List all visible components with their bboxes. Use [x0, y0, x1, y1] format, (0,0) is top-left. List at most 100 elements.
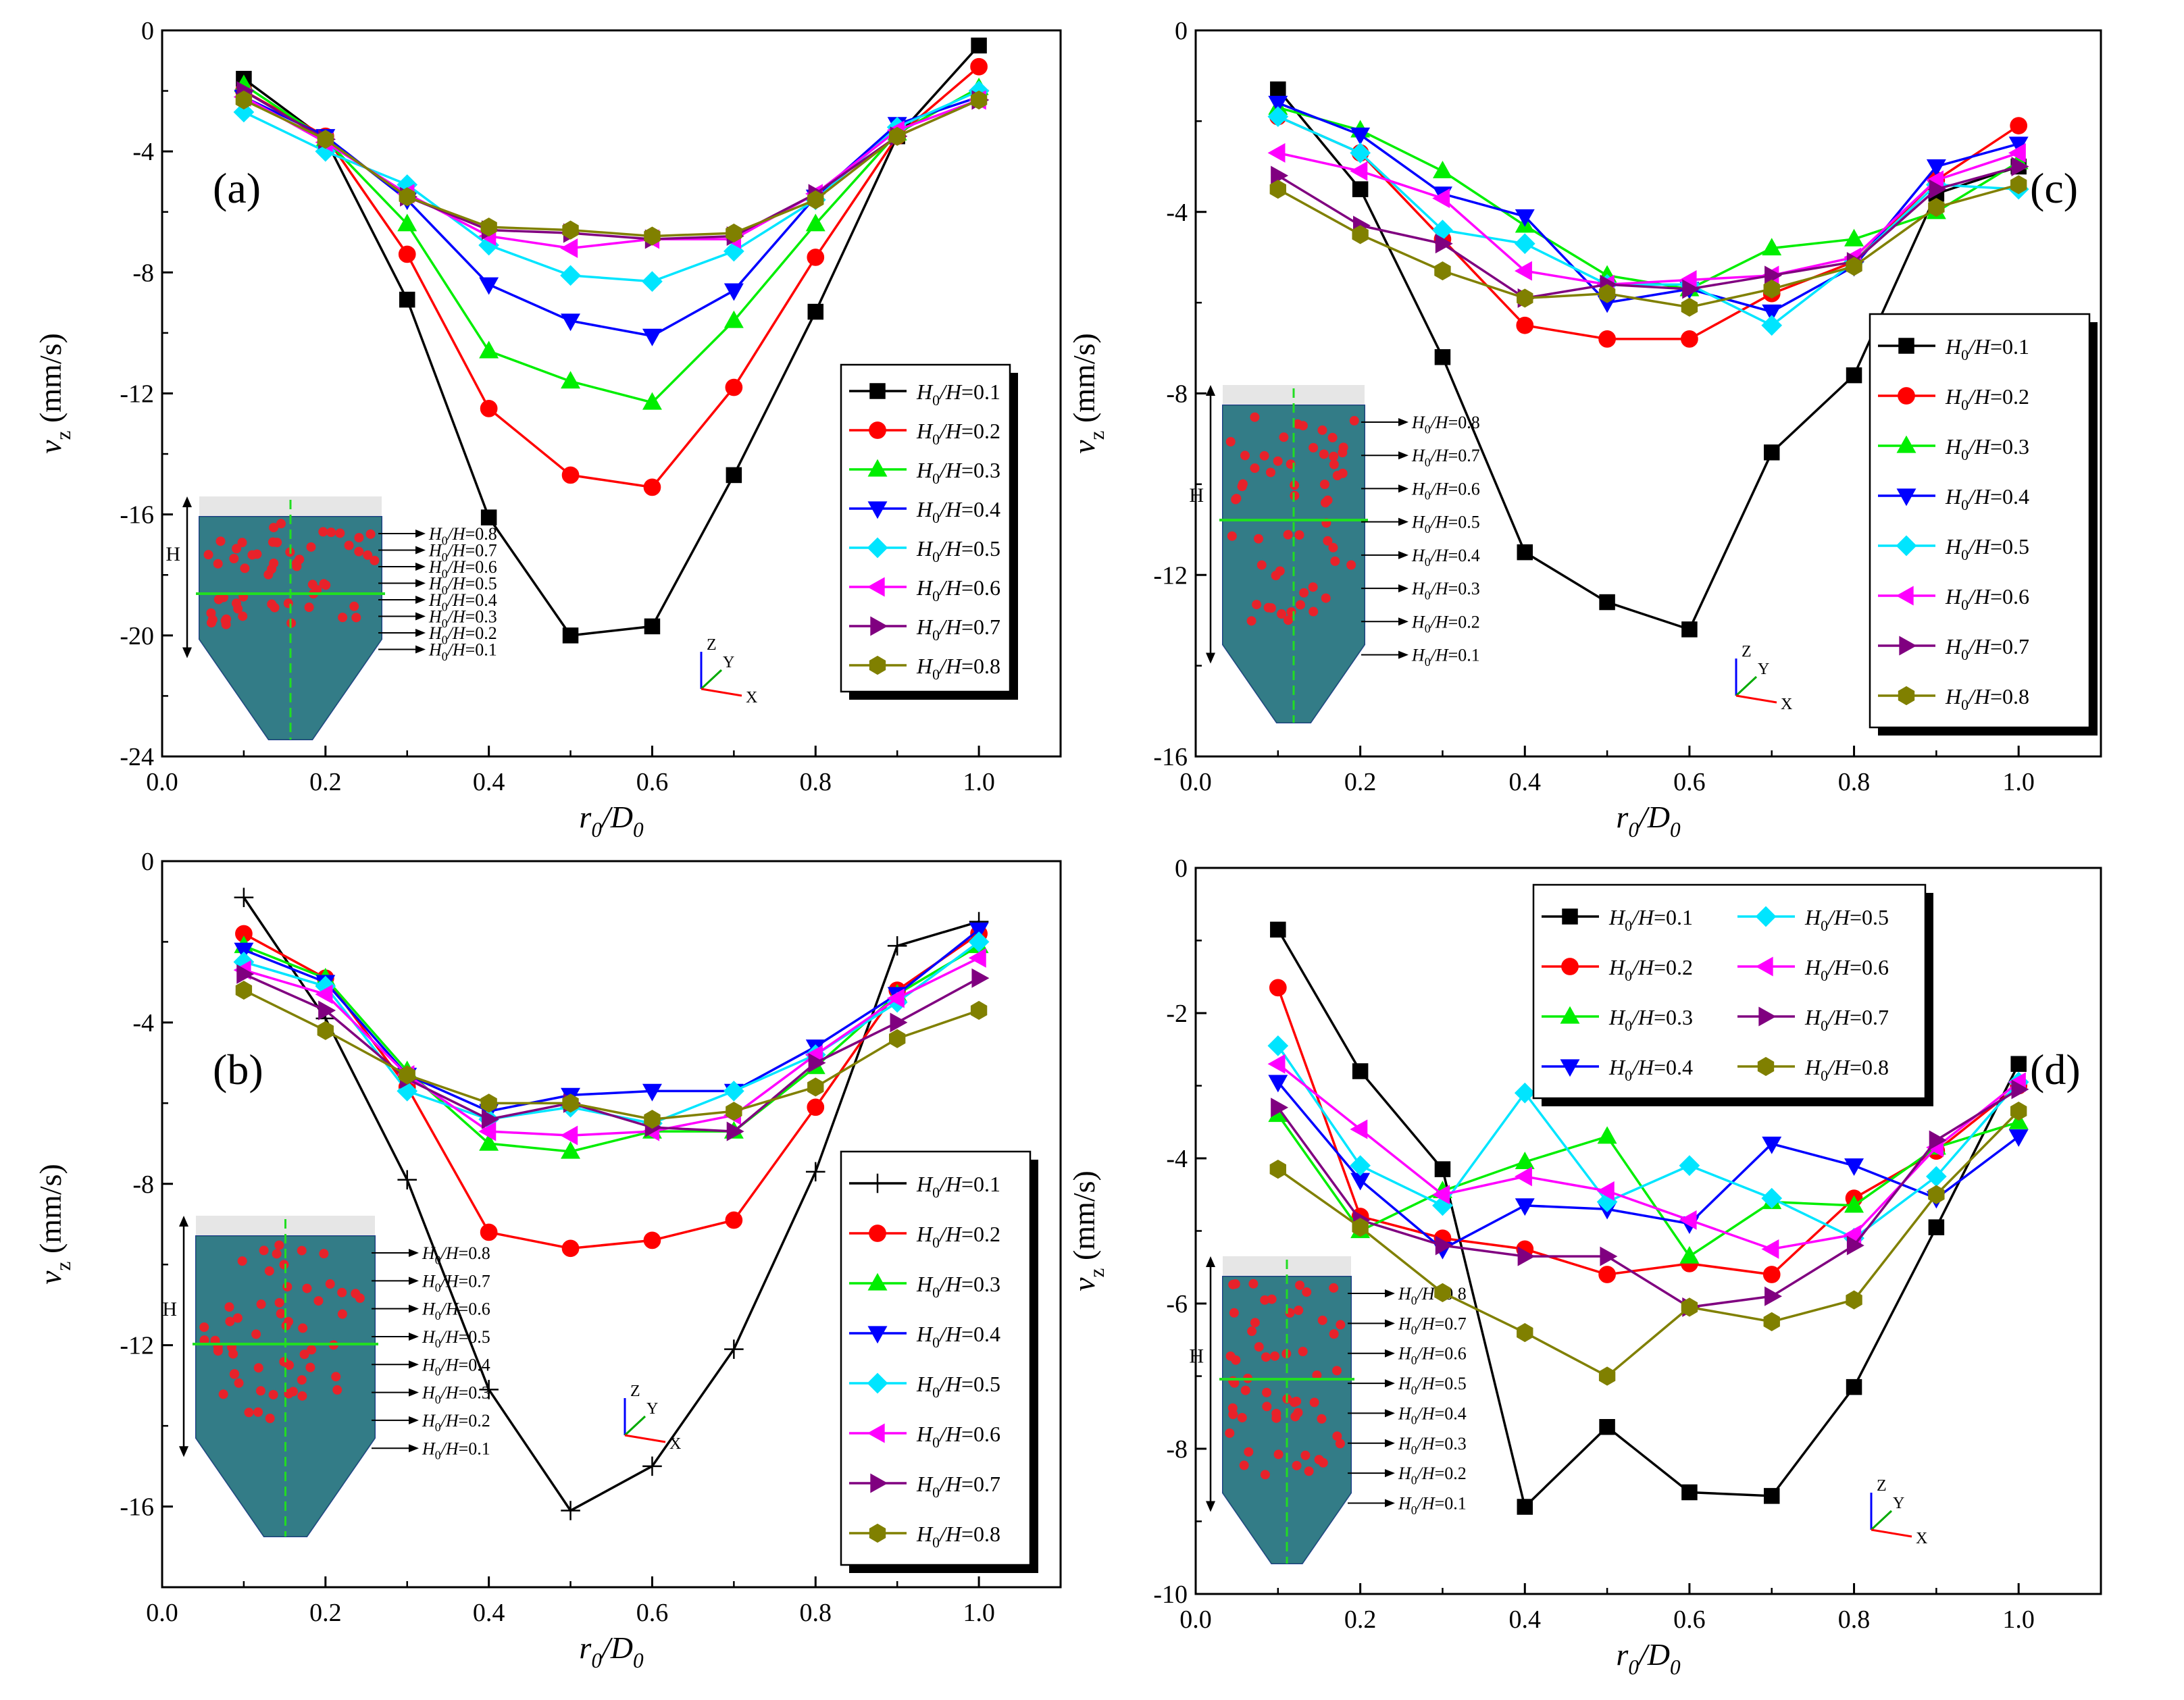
inset-level-arrow-head: [1398, 550, 1408, 559]
inset-level-arrow-head: [409, 1444, 419, 1453]
inset-level-label: H0/H=0.7: [422, 1271, 490, 1294]
inset-level-arrow-head: [409, 1416, 419, 1424]
inset-level-label: H0/H=0.6: [1411, 479, 1480, 502]
panel-label: (d): [2030, 1046, 2081, 1093]
data-point: [1268, 95, 1288, 113]
legend-b: H0/H=0.1 H0/H=0.2 H0/H=0.3 H0/H=0.4 H0/H=0.5…: [840, 1150, 1038, 1573]
legend-label: H0/H=0.4: [1608, 1055, 1693, 1084]
inset-red-particle: [1327, 432, 1338, 442]
inset-level-arrow-head: [1385, 1379, 1395, 1388]
data-point: [317, 1021, 334, 1040]
legend-marker: [1896, 586, 1914, 606]
inset-red-particle: [1240, 1385, 1250, 1395]
legend-marker: [867, 1272, 888, 1291]
inset-red-particle: [1292, 1460, 1302, 1470]
legend-d: H0/H=0.1 H0/H=0.2 H0/H=0.3 H0/H=0.4 H0/H=0.5…: [1532, 883, 1933, 1106]
data-point: [726, 1121, 744, 1141]
data-point: [1350, 127, 1371, 145]
inset-red-particle: [259, 1245, 269, 1256]
x-tick-label: 0.4: [1509, 768, 1542, 796]
data-point: [1761, 1239, 1779, 1259]
inset-height-arrow-head-bottom: [179, 1446, 188, 1458]
legend-box: [1532, 883, 1927, 1100]
panel-label: (c): [2030, 164, 2078, 212]
inset-level-label: H0/H=0.8: [1411, 413, 1480, 436]
inset-red-particle: [351, 613, 361, 623]
inset-red-particle: [363, 550, 373, 560]
data-point: [1598, 330, 1616, 348]
y-tick-label: 0: [1175, 17, 1188, 45]
data-point: [807, 249, 825, 266]
inset-red-particle: [1302, 1287, 1312, 1297]
legend-marker: [1899, 636, 1917, 656]
inset-level-label: H0/H=0.6: [428, 557, 497, 580]
triad-y-label: Y: [646, 1400, 658, 1418]
legend-marker: [1562, 908, 1578, 925]
inset-red-particle: [370, 555, 380, 565]
inset-level-label: H0/H=0.7: [1398, 1314, 1467, 1337]
inset-red-particle: [199, 1335, 209, 1345]
data-point: [807, 1077, 824, 1097]
legend-entry: H0/H=0.3: [849, 1272, 1000, 1301]
legend-marker: [1898, 686, 1915, 706]
data-point: [970, 57, 988, 76]
data-point: [1350, 143, 1371, 163]
inset-red-particle: [1227, 1403, 1238, 1413]
legend-label: H0/H=0.8: [916, 654, 1000, 683]
series-line: [243, 96, 980, 250]
inset-red-particle: [354, 533, 364, 543]
inset-red-particle: [307, 1345, 317, 1355]
data-point: [971, 37, 987, 54]
inset-red-particle: [1320, 498, 1330, 508]
data-point: [889, 1029, 906, 1048]
inset-red-particle: [312, 585, 322, 595]
inset-red-particle: [1349, 415, 1359, 426]
data-point: [480, 1223, 498, 1241]
inset-red-particle: [1244, 1447, 1254, 1457]
legend-marker: [1898, 338, 1914, 354]
triad-x-axis: [624, 1434, 666, 1443]
series-b-3: [234, 935, 989, 1159]
inset-level-label: H0/H=0.4: [428, 590, 497, 613]
data-point: [561, 1239, 580, 1258]
data-point: [1432, 188, 1450, 209]
inset-diagram-a: HH0/H=0.8H0/H=0.7H0/H=0.6H0/H=0.5H0/H=0.…: [166, 496, 497, 740]
inset-level-label: H0/H=0.5: [1411, 513, 1480, 536]
legend-label: H0/H=0.1: [916, 380, 1000, 409]
y-tick-label: -24: [120, 743, 154, 771]
data-point: [726, 467, 742, 484]
legend-label: H0/H=0.5: [916, 536, 1000, 565]
data-point: [479, 1380, 499, 1399]
series-line: [243, 45, 980, 637]
legend-marker: [867, 1173, 888, 1193]
inset-red-particle: [1225, 1428, 1235, 1438]
legend-c: H0/H=0.1 H0/H=0.2 H0/H=0.3 H0/H=0.4 H0/H=0.5…: [1869, 313, 2098, 736]
data-point: [1350, 161, 1368, 181]
legend-label: H0/H=0.2: [1945, 384, 2029, 413]
inset-level-arrow-head: [1385, 1469, 1395, 1478]
data-point: [1267, 1054, 1286, 1074]
inset-red-particle: [276, 1309, 286, 1319]
inset-red-particle: [1262, 1387, 1272, 1397]
inset-level-arrow-head: [1385, 1289, 1395, 1297]
inset-red-particle: [306, 542, 316, 552]
data-point: [1763, 1312, 1780, 1331]
inset-red-particle: [1329, 451, 1339, 461]
data-point: [1515, 209, 1535, 227]
data-point: [478, 1121, 497, 1141]
inset-red-particle: [338, 613, 348, 623]
data-point: [726, 1102, 742, 1121]
data-point: [1682, 279, 1700, 299]
legend-label: H0/H=0.5: [1945, 534, 2029, 563]
inset-red-particle: [1317, 1414, 1327, 1424]
inset-level-arrow-head: [415, 579, 426, 588]
data-point: [561, 1141, 581, 1159]
data-point: [1596, 1181, 1615, 1201]
x-tick-label: 0.6: [1673, 768, 1706, 796]
data-point: [560, 238, 578, 258]
inset-level-arrow-head: [1398, 418, 1408, 426]
x-tick-label: 0.4: [473, 1599, 505, 1627]
inset-level-arrow-head: [409, 1388, 419, 1397]
legend-entry: H0/H=0.6: [1737, 955, 1889, 984]
inset-red-particle: [1335, 1439, 1345, 1449]
